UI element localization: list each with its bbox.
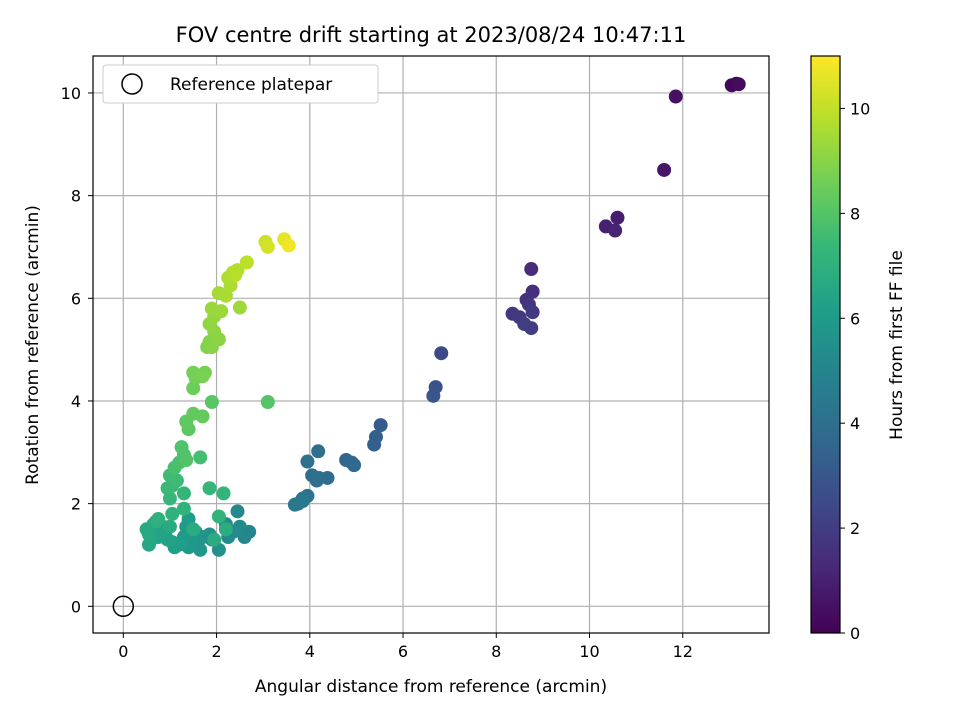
data-point (426, 388, 441, 403)
data-point (230, 504, 245, 519)
data-points (139, 76, 746, 557)
data-point (524, 321, 539, 336)
data-point (239, 255, 254, 270)
data-point (186, 522, 201, 537)
data-point (216, 486, 231, 501)
data-point (204, 394, 219, 409)
data-point (179, 453, 194, 468)
legend-label-reference: Reference platepar (170, 75, 332, 95)
y-axis-label: Rotation from reference (arcmin) (23, 205, 43, 485)
y-tick-label: 8 (71, 187, 81, 206)
x-axis-label: Angular distance from reference (arcmin) (255, 677, 607, 697)
data-point (165, 506, 180, 521)
data-point (218, 522, 233, 537)
data-point (367, 437, 382, 452)
y-tick-label: 4 (71, 392, 81, 411)
data-point (174, 440, 189, 455)
reference-point-marker (112, 595, 135, 618)
data-point (373, 418, 388, 433)
data-point (214, 304, 229, 319)
colorbar-label: Hours from first FF file (887, 250, 907, 440)
data-point (524, 262, 539, 277)
x-tick-label: 4 (305, 642, 315, 661)
chart-title: FOV centre drift starting at 2023/08/24 … (176, 23, 687, 47)
data-point (232, 300, 247, 315)
x-tick-label: 0 (118, 642, 128, 661)
data-point (434, 346, 449, 361)
colorbar-frame (810, 55, 841, 634)
data-point (195, 409, 210, 424)
legend-box (102, 64, 379, 104)
x-tick-label: 12 (673, 642, 693, 661)
data-point (312, 470, 327, 485)
legend: Reference platepar (102, 64, 379, 104)
data-point (193, 450, 208, 465)
data-point (202, 481, 217, 496)
colorbar-tick-label: 2 (850, 519, 860, 538)
grid (93, 56, 769, 633)
y-tick-label: 6 (71, 289, 81, 308)
legend-marker-reference (121, 73, 143, 95)
colorbar-tick-label: 0 (850, 624, 860, 643)
colorbar-gradient (811, 56, 840, 633)
y-tick-label: 0 (71, 597, 81, 616)
colorbar-tick-label: 6 (850, 309, 860, 328)
y-axis-ticks: 0 2 4 6 8 10 (61, 84, 93, 616)
colorbar-tick-label: 10 (850, 99, 870, 118)
data-point (311, 444, 326, 459)
data-point (295, 494, 310, 509)
colorbar: 0 2 4 6 8 10 Hours from first FF file (810, 55, 907, 643)
data-point (525, 305, 540, 320)
data-point (731, 77, 746, 92)
data-point (344, 455, 359, 470)
data-point (300, 454, 315, 469)
x-tick-label: 2 (211, 642, 221, 661)
data-point (141, 537, 156, 552)
data-point (176, 486, 191, 501)
data-point (228, 268, 243, 283)
colorbar-ticks: 0 2 4 6 8 10 (840, 99, 870, 643)
y-tick-label: 2 (71, 495, 81, 514)
y-tick-label: 10 (61, 84, 81, 103)
plot-frame (92, 55, 770, 634)
data-point (151, 512, 166, 527)
data-point (207, 532, 222, 547)
data-point (211, 509, 226, 524)
data-point (162, 519, 177, 534)
data-point (260, 239, 275, 254)
data-point (195, 369, 210, 384)
x-axis-ticks: 0 2 4 6 8 10 12 (118, 633, 693, 661)
x-tick-label: 10 (579, 642, 599, 661)
data-point (260, 394, 275, 409)
x-tick-label: 6 (398, 642, 408, 661)
colorbar-tick-label: 8 (850, 204, 860, 223)
data-point (610, 210, 625, 225)
data-point (608, 223, 623, 238)
data-point (657, 162, 672, 177)
data-point (160, 481, 175, 496)
data-point (193, 542, 208, 557)
colorbar-tick-label: 4 (850, 414, 860, 433)
data-point (281, 238, 296, 253)
data-point (668, 89, 683, 104)
x-tick-label: 8 (491, 642, 501, 661)
data-point (141, 527, 156, 542)
data-point (176, 501, 191, 516)
